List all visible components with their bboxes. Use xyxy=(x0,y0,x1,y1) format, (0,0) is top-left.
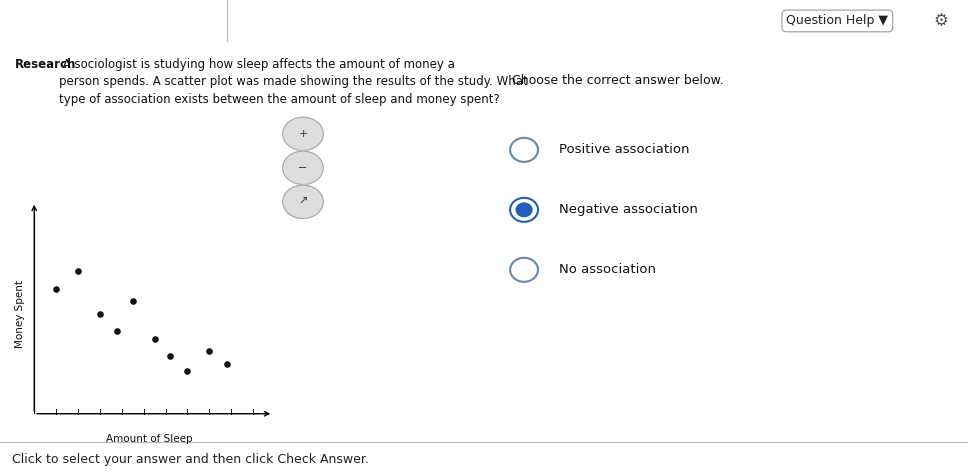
Text: +: + xyxy=(298,129,308,139)
Text: Amount of Sleep: Amount of Sleep xyxy=(106,434,193,444)
Circle shape xyxy=(516,203,532,217)
Point xyxy=(201,347,217,355)
Point xyxy=(162,352,177,360)
Point xyxy=(147,335,163,343)
Text: No association: No association xyxy=(559,263,656,276)
Text: Research: Research xyxy=(15,58,76,71)
Point xyxy=(125,298,140,305)
Text: A sociologist is studying how sleep affects the amount of money a
person spends.: A sociologist is studying how sleep affe… xyxy=(59,58,528,106)
Text: Choose the correct answer below.: Choose the correct answer below. xyxy=(512,74,724,87)
Text: ⚙: ⚙ xyxy=(933,12,949,30)
Point xyxy=(92,310,107,317)
Text: Question Help ▼: Question Help ▼ xyxy=(786,14,889,28)
Text: Negative association: Negative association xyxy=(559,203,698,216)
Circle shape xyxy=(283,117,323,150)
Point xyxy=(71,268,86,275)
Text: ↗: ↗ xyxy=(298,197,308,207)
Text: Click to select your answer and then click Check Answer.: Click to select your answer and then cli… xyxy=(12,453,369,466)
Circle shape xyxy=(283,185,323,218)
Text: 3.5.AP-1: 3.5.AP-1 xyxy=(13,12,98,30)
Point xyxy=(48,285,64,293)
Text: −: − xyxy=(298,163,308,173)
Point xyxy=(219,360,234,367)
Text: Positive association: Positive association xyxy=(559,143,689,156)
Point xyxy=(109,327,125,335)
Text: Money Spent: Money Spent xyxy=(15,280,25,348)
Point xyxy=(180,367,196,375)
Circle shape xyxy=(283,151,323,185)
